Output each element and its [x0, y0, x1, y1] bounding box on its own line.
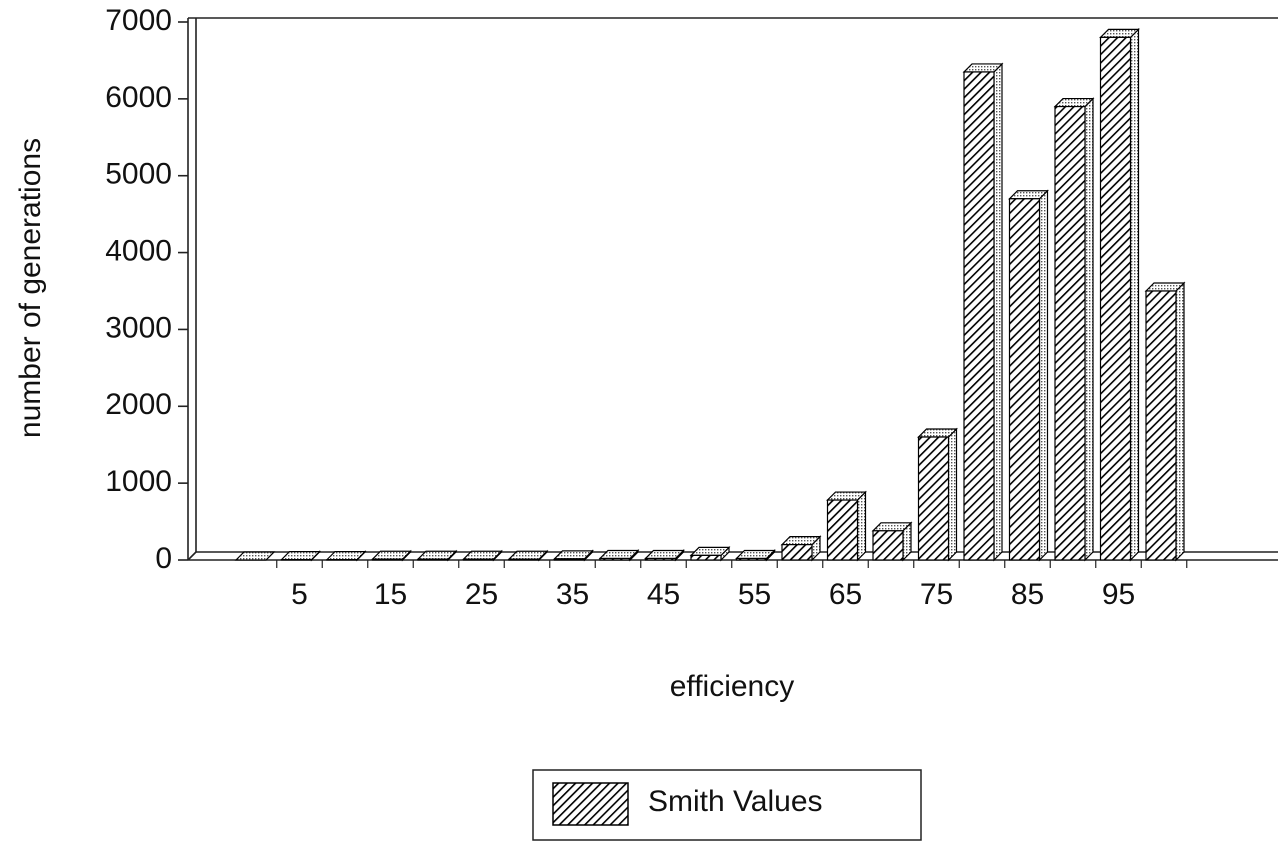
x-tick-label: 55 [738, 578, 771, 611]
bar-side [856, 490, 867, 562]
bar-side [1129, 27, 1140, 562]
y-tick-label: 3000 [105, 311, 172, 344]
y-tick-label: 7000 [105, 4, 172, 37]
y-tick-label: 5000 [105, 158, 172, 191]
x-tick-label: 95 [1102, 578, 1135, 611]
bar-side [1038, 189, 1049, 562]
bar-side [993, 62, 1003, 562]
y-tick-label: 0 [155, 542, 172, 575]
bar [553, 558, 586, 561]
bar-side [1175, 281, 1185, 562]
x-tick-label: 65 [829, 578, 862, 611]
x-tick-label: 25 [465, 578, 498, 611]
bar [508, 558, 540, 561]
bar [872, 530, 904, 561]
legend-label: Smith Values [648, 785, 823, 818]
bar [1145, 290, 1177, 561]
bar-top [234, 551, 276, 561]
y-tick-label: 6000 [105, 81, 172, 114]
bar [781, 544, 813, 561]
bar [371, 558, 404, 561]
y-tick-label: 1000 [105, 465, 172, 498]
bar [1054, 105, 1086, 561]
x-tick-label: 35 [556, 578, 589, 611]
bar [735, 557, 768, 561]
bar [826, 499, 859, 561]
bar [963, 71, 995, 561]
bar [1099, 36, 1132, 561]
y-axis-label: number of generations [14, 138, 47, 438]
x-tick-label: 5 [291, 578, 308, 611]
legend-swatch [552, 782, 629, 826]
x-tick-label: 75 [920, 578, 953, 611]
x-tick-label: 85 [1011, 578, 1044, 611]
x-tick-label: 45 [647, 578, 680, 611]
bar-side [947, 427, 958, 562]
bar [917, 436, 950, 561]
bar [1008, 198, 1041, 561]
bar [644, 557, 677, 561]
bar [690, 554, 722, 561]
bar-side [1084, 97, 1094, 562]
y-tick-label: 4000 [105, 234, 172, 267]
bar [417, 558, 449, 561]
legend: Smith Values [532, 769, 922, 841]
plot-frame [187, 17, 1278, 561]
x-axis-label: efficiency [670, 670, 795, 703]
y-tick-label: 2000 [105, 388, 172, 421]
bar [462, 558, 495, 561]
bar [599, 557, 631, 561]
x-tick-label: 15 [374, 578, 407, 611]
